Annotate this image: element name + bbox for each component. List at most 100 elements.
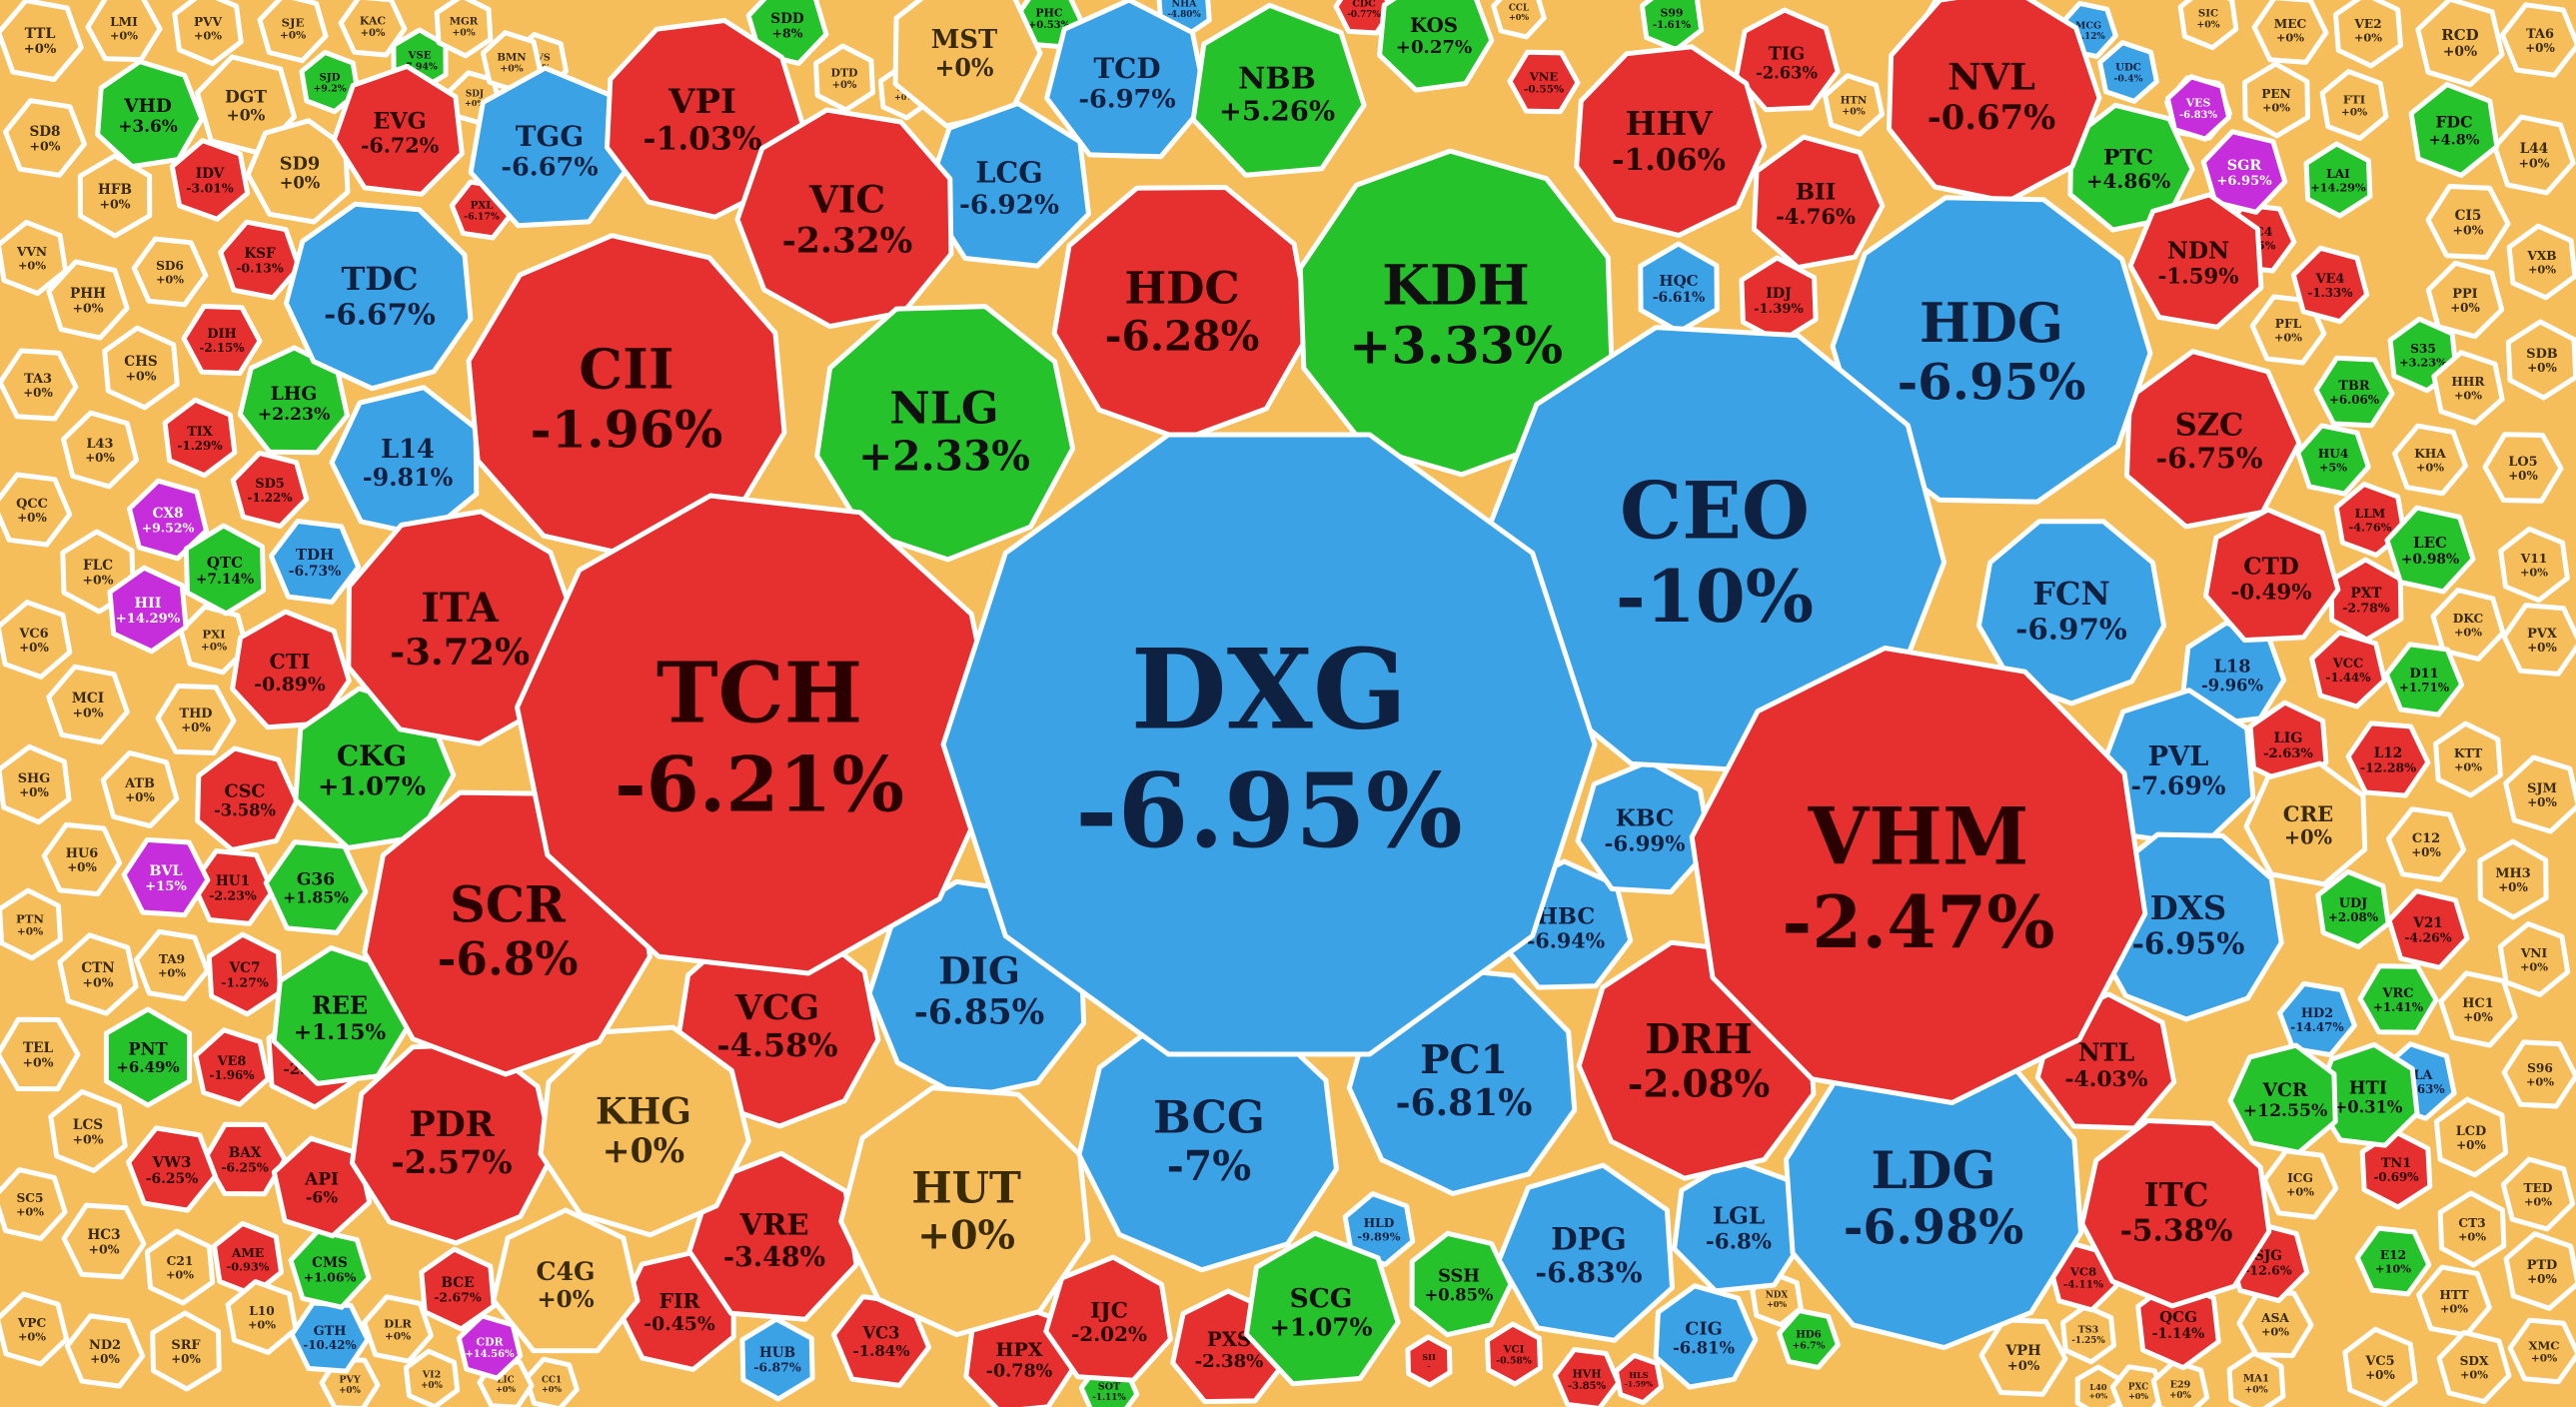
bubble-ma1[interactable]: MA1+0% [2226,1350,2286,1407]
bubble-tch[interactable]: TCH-6.21% [515,493,1004,976]
bubble-api[interactable]: API-6% [271,1135,373,1239]
bubble-cii[interactable]: CII-1.96% [466,233,787,561]
bubble-ve2[interactable]: VE2+0% [2333,0,2403,69]
bubble-tn1[interactable]: TN1-0.69% [2359,1128,2433,1210]
bubble-vc7[interactable]: VC7-1.27% [206,931,284,1017]
bubble-tdh[interactable]: TDH-6.73% [268,519,362,605]
bubble-v11[interactable]: V11+0% [2498,526,2570,604]
bubble-hhv[interactable]: HHV-1.06% [1574,44,1768,238]
bubble-lcg[interactable]: LCG-6.92% [923,101,1091,269]
bubble-vcr[interactable]: VCR+12.55% [2227,1042,2338,1155]
bubble-pvl[interactable]: PVL-7.69% [2095,688,2256,848]
bubble-pdr[interactable]: PDR-2.57% [349,1041,556,1246]
bubble-c12[interactable]: C12+0% [2385,806,2467,882]
bubble-sd8[interactable]: SD8+0% [3,98,87,178]
bubble-ttl[interactable]: TTL+0% [0,0,84,82]
bubble-vpc[interactable]: VPC+0% [0,1291,70,1367]
bubble-cdr[interactable]: CDR+14.56% [456,1313,524,1381]
bubble-ta9[interactable]: TA9+0% [134,928,210,1002]
bubble-sc5[interactable]: SC5+0% [0,1167,68,1241]
bubble-pxi[interactable]: PXI+0% [178,604,250,676]
bubble-lmi[interactable]: LMI+0% [85,0,163,63]
bubble-tbr[interactable]: TBR+6.06% [2313,355,2395,429]
bubble-tel[interactable]: TEL+0% [0,1016,81,1092]
bubble-hdc[interactable]: HDC-6.28% [1051,185,1313,443]
bubble-cx8[interactable]: CX8+9.52% [127,478,209,562]
bubble-gth[interactable]: GTH-10.42% [289,1300,371,1374]
bubble-c4g[interactable]: C4G+0% [491,1207,641,1354]
bubble-vc5[interactable]: VC5+0% [2342,1326,2418,1407]
bubble-fcn[interactable]: FCN-6.97% [1975,519,2167,706]
bubble-cig[interactable]: CIG-6.81% [1653,1283,1759,1390]
bubble-hc3[interactable]: HC3+0% [61,1202,147,1280]
bubble-htt[interactable]: HTT+0% [2416,1264,2492,1338]
bubble-s96[interactable]: S96+0% [2501,1039,2576,1109]
bubble-tig[interactable]: TIG-2.63% [1734,7,1841,113]
bubble-mci[interactable]: MCI+0% [46,664,130,745]
bubble-ssh[interactable]: SSH+0.85% [1409,1230,1514,1338]
bubble-dkc[interactable]: DKC+0% [2430,588,2506,662]
bubble-hhr[interactable]: HHR+0% [2431,350,2505,426]
bubble-ppi[interactable]: PPI+0% [2425,260,2505,340]
bubble-ve4[interactable]: VE4-1.33% [2290,245,2370,325]
bubble-lgl[interactable]: LGL-6.8% [1672,1156,1809,1294]
bubble-vph[interactable]: VPH+0% [1978,1317,2068,1397]
bubble-cms[interactable]: CMS+1.06% [288,1228,372,1310]
bubble-lcs[interactable]: LCS+0% [48,1088,128,1174]
bubble-xmc[interactable]: XMC+0% [2507,1317,2576,1385]
bubble-vhm[interactable]: VHM-2.47% [1689,646,2148,1105]
bubble-shg[interactable]: SHG+0% [0,743,72,825]
bubble-vci[interactable]: VCI-0.58% [1485,1321,1543,1387]
bubble-kos[interactable]: KOS+0.27% [1377,0,1495,93]
bubble-udj[interactable]: UDJ+2.08% [2315,868,2391,950]
bubble-hu4[interactable]: HU4+5% [2295,423,2371,497]
bubble-fdc[interactable]: FDC+4.8% [2408,82,2500,178]
bubble-ktt[interactable]: KTT+0% [2433,720,2503,798]
bubble-sdb[interactable]: SDB+0% [2505,319,2576,401]
bubble-ptd[interactable]: PTD+0% [2503,1231,2576,1311]
bubble-vic[interactable]: VIC-2.32% [734,107,954,330]
bubble-csc[interactable]: CSC-3.58% [195,745,300,852]
bubble-e29[interactable]: E29+0% [2150,1359,2210,1407]
bubble-mh3[interactable]: MH3+0% [2477,838,2549,920]
bubble-nlg[interactable]: NLG+2.33% [814,304,1076,563]
bubble-evg[interactable]: EVG-6.72% [331,63,465,197]
bubble-mgr[interactable]: MGR+0% [434,0,494,59]
bubble-pxc[interactable]: PXC+0% [2109,1364,2167,1407]
bubble-asa[interactable]: ASA+0% [2236,1289,2314,1359]
bubble-e12[interactable]: E12+10% [2354,1225,2432,1297]
bubble-idv[interactable]: IDV-3.01% [169,138,251,222]
bubble-ted[interactable]: TED+0% [2500,1156,2576,1232]
bubble-srf[interactable]: SRF+0% [150,1310,222,1392]
bubble-vvn[interactable]: VVN+0% [0,219,69,297]
bubble-tgg[interactable]: TGG-6.67% [468,65,634,229]
bubble-cre[interactable]: CRE+0% [2243,760,2368,887]
bubble-ta6[interactable]: TA6+0% [2499,2,2576,78]
bubble-tcd[interactable]: TCD-6.97% [1044,0,1209,160]
bubble-tdc[interactable]: TDC-6.67% [283,201,474,392]
bubble-pvx[interactable]: PVX+0% [2501,603,2576,677]
bubble-dtd[interactable]: DTD+0% [813,43,875,113]
bubble-nvl[interactable]: NVL-0.67% [1887,0,2102,205]
bubble-vw3[interactable]: VW3-6.25% [126,1125,218,1213]
bubble-phh[interactable]: PHH+0% [46,259,130,341]
bubble-ctn[interactable]: CTN+0% [57,932,139,1016]
bubble-ctd[interactable]: CTD-0.49% [2203,507,2341,644]
bubble-thd[interactable]: THD+0% [155,684,237,755]
bubble-hc1[interactable]: HC1+0% [2438,970,2518,1048]
bubble-c21[interactable]: C21+0% [144,1228,216,1306]
bubble-ct3[interactable]: CT3+0% [2437,1190,2507,1268]
bubble-lcd[interactable]: LCD+0% [2433,1096,2509,1178]
bubble-htn[interactable]: HTN+0% [1823,73,1885,137]
bubble-mec[interactable]: MEC+0% [2251,0,2329,65]
bubble-sic[interactable]: SIC+0% [2177,0,2239,51]
bubble-l43[interactable]: L43+0% [61,410,139,490]
bubble-ceo[interactable]: CEO-10% [1482,325,1947,774]
bubble-bce[interactable]: BCE-2.67% [419,1246,497,1332]
bubble-hd2[interactable]: HD2-14.47% [2277,980,2357,1058]
bubble-d11[interactable]: D11+1.71% [2383,642,2465,717]
bubble-kha[interactable]: KHA+0% [2392,423,2468,497]
bubble-l10[interactable]: L10+0% [225,1279,299,1355]
bubble-pxt[interactable]: PXT-2.78% [2328,557,2404,643]
bubble-vre[interactable]: VRE-3.48% [686,1150,859,1322]
